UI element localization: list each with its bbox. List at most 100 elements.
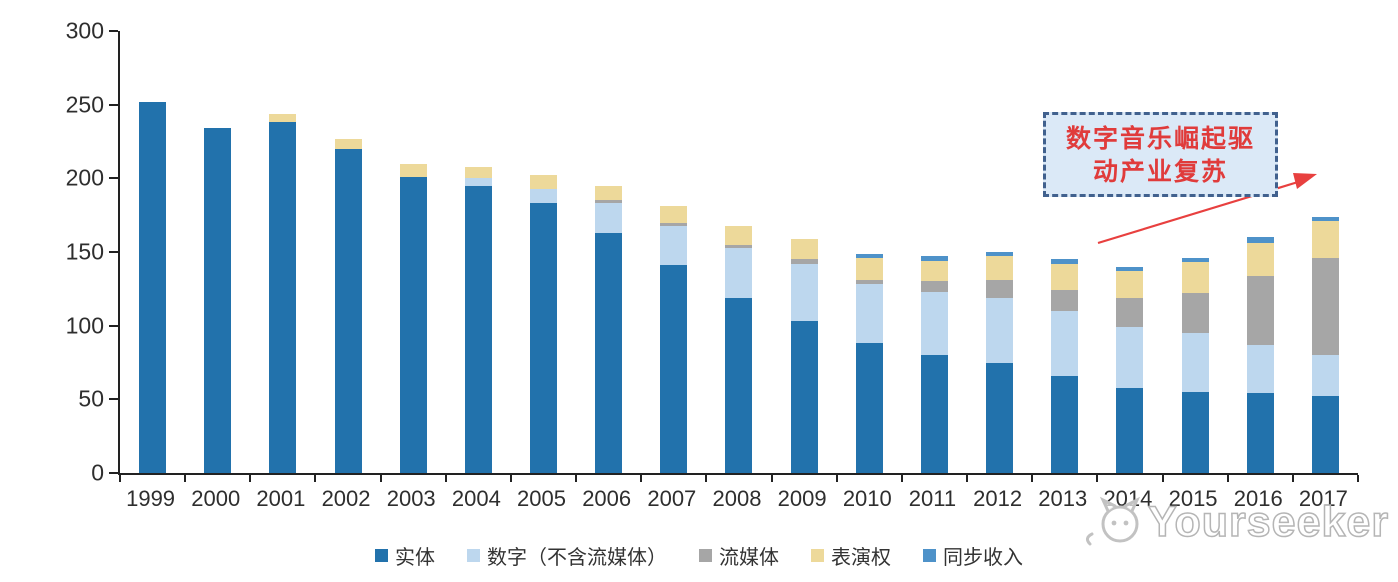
- segment-sync-2011: [920, 256, 948, 261]
- segment-performance-2016: [1246, 243, 1274, 276]
- segment-digital-2006: [595, 203, 623, 233]
- bar-slot-2009: [772, 31, 837, 473]
- y-tick-label-250: 250: [65, 91, 104, 118]
- segment-digital-2004: [464, 178, 492, 186]
- x-tick-mark: [249, 475, 252, 482]
- y-tick-mark-0: [109, 472, 118, 474]
- legend-label-streaming: 流媒体: [719, 545, 779, 569]
- segment-physical-2004: [464, 185, 492, 473]
- bar-slot-1999: [120, 31, 185, 473]
- segment-performance-2001: [269, 113, 297, 123]
- segment-sync-2012: [986, 252, 1014, 257]
- bar-2017: [1311, 31, 1339, 473]
- segment-digital-2005: [530, 188, 558, 204]
- bar-slot-2001: [250, 31, 315, 473]
- x-tick-mark: [966, 475, 969, 482]
- bar-2015: [1181, 31, 1209, 473]
- x-tick-mark: [1161, 475, 1164, 482]
- x-tick-label-2006: 2006: [582, 486, 632, 511]
- y-tick-label-50: 50: [78, 385, 104, 412]
- legend-swatch-sync: [923, 549, 936, 562]
- segment-streaming-2016: [1246, 275, 1274, 345]
- x-tick-mark: [314, 475, 317, 482]
- segment-streaming-2008: [725, 244, 753, 248]
- x-tick-mark: [379, 475, 382, 482]
- y-tick-mark-100: [109, 324, 118, 327]
- segment-performance-2006: [595, 185, 623, 201]
- x-tick-mark: [184, 475, 187, 482]
- x-tick-mark: [705, 475, 708, 482]
- x-tick-mark: [640, 475, 643, 482]
- legend-item-sync: 同步收入: [923, 541, 1023, 570]
- segment-streaming-2017: [1311, 257, 1339, 356]
- segment-performance-2012: [986, 256, 1014, 281]
- segment-physical-2010: [855, 343, 883, 473]
- bar-2010: [855, 31, 883, 473]
- bar-2012: [986, 31, 1014, 473]
- segment-digital-2010: [855, 284, 883, 344]
- bar-slot-2006: [576, 31, 641, 473]
- segment-physical-2014: [1116, 387, 1144, 473]
- bar-slot-2017: [1293, 31, 1358, 473]
- segment-digital-2015: [1181, 333, 1209, 392]
- yourseeker-logo-icon: [1085, 496, 1141, 546]
- bar-2016: [1246, 31, 1274, 473]
- bar-2011: [920, 31, 948, 473]
- segment-performance-2010: [855, 257, 883, 281]
- segment-physical-2009: [790, 321, 818, 473]
- segment-performance-2014: [1116, 271, 1144, 298]
- segment-digital-2008: [725, 247, 753, 298]
- segment-streaming-2011: [920, 281, 948, 292]
- bar-slot-2002: [315, 31, 380, 473]
- bar-2000: [204, 31, 232, 473]
- bar-2007: [660, 31, 688, 473]
- x-tick-label-2005: 2005: [517, 486, 566, 511]
- x-tick-label-2007: 2007: [647, 486, 697, 511]
- x-tick-mark: [1031, 475, 1034, 482]
- x-tick-label-2004: 2004: [451, 486, 501, 511]
- x-tick-mark: [1357, 475, 1359, 482]
- segment-physical-2016: [1246, 393, 1274, 473]
- bar-2013: [1051, 31, 1079, 473]
- segment-physical-2005: [530, 203, 558, 473]
- x-tick-label-2015: 2015: [1168, 486, 1218, 511]
- legend-item-performance: 表演权: [811, 541, 891, 570]
- bar-slot-2007: [641, 31, 706, 473]
- bars-layer: [120, 31, 1358, 473]
- x-tick-mark: [770, 475, 773, 482]
- bar-slot-2014: [1097, 31, 1162, 473]
- watermark-text: Yourseeker: [1147, 497, 1390, 547]
- segment-physical-2000: [204, 128, 232, 473]
- annotation-callout: 数字音乐崛起驱 动产业复苏: [1043, 112, 1278, 197]
- segment-streaming-2013: [1051, 290, 1079, 311]
- x-tick-mark: [509, 475, 512, 482]
- segment-performance-2002: [334, 138, 362, 149]
- x-tick-label-2016: 2016: [1233, 486, 1283, 511]
- segment-performance-2011: [920, 260, 948, 282]
- y-tick-mark-150: [109, 251, 118, 253]
- legend-swatch-performance: [811, 549, 824, 562]
- legend-label-sync: 同步收入: [943, 545, 1023, 569]
- bar-2005: [530, 31, 558, 473]
- y-tick-mark-250: [109, 103, 118, 106]
- x-tick-label-2013: 2013: [1038, 486, 1088, 511]
- x-tick-label-2012: 2012: [973, 486, 1023, 511]
- x-tick-mark: [900, 475, 903, 482]
- segment-digital-2011: [920, 291, 948, 356]
- legend-item-physical: 实体: [375, 541, 435, 570]
- bar-slot-2010: [837, 31, 902, 473]
- x-tick-label-1999: 1999: [126, 486, 176, 511]
- bar-2003: [399, 31, 427, 473]
- x-tick-mark: [575, 475, 578, 482]
- segment-streaming-2007: [660, 222, 688, 226]
- segment-physical-2003: [399, 176, 427, 473]
- segment-digital-2017: [1311, 355, 1339, 397]
- x-tick-mark: [444, 475, 447, 482]
- x-tick-label-2009: 2009: [777, 486, 827, 511]
- bar-slot-2004: [446, 31, 511, 473]
- bar-2002: [334, 31, 362, 473]
- legend-swatch-streaming: [699, 549, 712, 562]
- x-tick-label-2003: 2003: [386, 486, 436, 511]
- bar-slot-2008: [706, 31, 771, 473]
- annotation-text-line1: 数字音乐崛起驱: [1065, 123, 1255, 153]
